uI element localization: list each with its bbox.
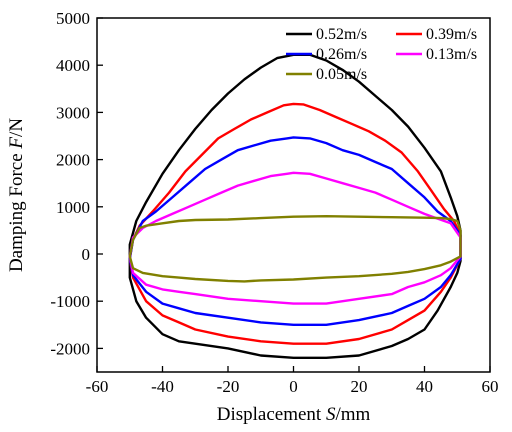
series-loop-1 xyxy=(128,53,462,359)
x-axis-title-part-1: Displacement xyxy=(217,404,326,425)
legend-label: 0.05m/s xyxy=(316,66,367,83)
series-loop-3 xyxy=(128,136,462,326)
x-tick-label: 40 xyxy=(416,377,433,396)
y-axis-title-part-1: Damping Force xyxy=(6,149,27,272)
axis-ticks: -60 -40 -20 0 20 40 60 -2000 -1000 0 1000 2000 3000 4… xyxy=(50,9,498,396)
y-axis-title-symbol: F xyxy=(6,137,27,150)
x-tick-label: -20 xyxy=(217,377,240,396)
x-tick-label: 20 xyxy=(351,377,368,396)
y-tick-label: 2000 xyxy=(56,151,90,170)
series-layer xyxy=(128,53,462,359)
legend: 0.52m/s 0.39m/s 0.26m/s 0.13m/s 0.05m/s xyxy=(286,26,477,83)
x-axis-title-symbol: S xyxy=(326,404,336,425)
y-tick-label: -2000 xyxy=(50,339,90,358)
y-tick-label: 4000 xyxy=(56,56,90,75)
x-axis-title: Displacement S/mm xyxy=(217,404,371,425)
legend-label: 0.39m/s xyxy=(426,26,477,43)
legend-label: 0.26m/s xyxy=(316,46,367,63)
x-tick-label: -40 xyxy=(151,377,174,396)
series-loop-5 xyxy=(128,215,462,283)
legend-label: 0.13m/s xyxy=(426,46,477,63)
legend-label: 0.52m/s xyxy=(316,26,367,43)
series-loop-2 xyxy=(128,102,462,345)
y-tick-label: 1000 xyxy=(56,198,90,217)
y-tick-label: 0 xyxy=(82,245,91,264)
y-tick-label: -1000 xyxy=(50,292,90,311)
x-tick-label: 60 xyxy=(482,377,499,396)
x-tick-label: -60 xyxy=(86,377,109,396)
series-loop-4 xyxy=(128,171,462,305)
x-tick-label: 0 xyxy=(289,377,298,396)
x-axis-title-unit: /mm xyxy=(335,404,370,425)
y-tick-label: 3000 xyxy=(56,103,90,122)
y-axis-title-unit: /N xyxy=(6,118,27,137)
y-axis-title: Damping Force F/N xyxy=(6,118,27,272)
y-tick-label: 5000 xyxy=(56,9,90,28)
